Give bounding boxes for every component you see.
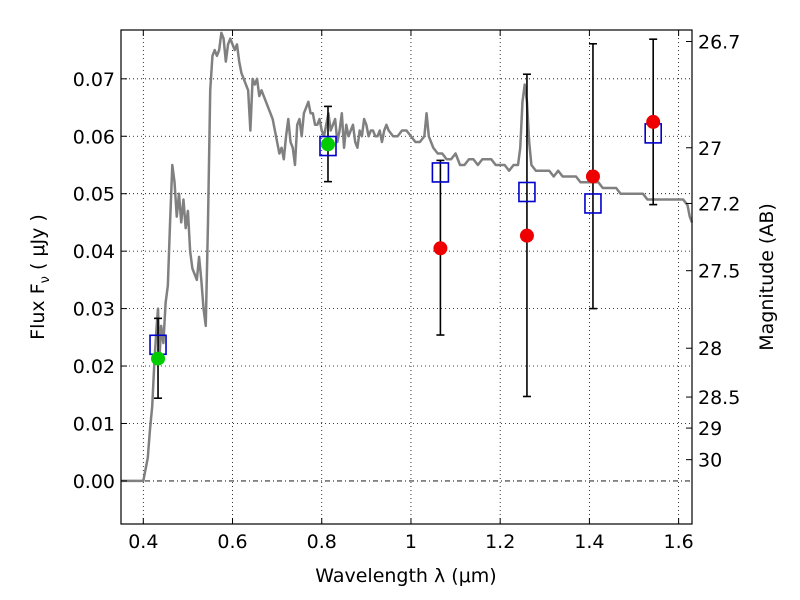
model-box-marker (319, 135, 337, 157)
detection-point (320, 137, 335, 152)
sed-spectrum-line (121, 31, 694, 483)
right-tick-label: 28.5 (698, 387, 740, 409)
sed-layer (121, 31, 694, 483)
model-box-marker (431, 162, 450, 183)
right-tick-label: 30 (698, 450, 722, 472)
y-tick-label: 0.03 (73, 299, 115, 321)
data-point-layer (151, 114, 661, 366)
right-axis-label: Magnitude (AB) (756, 203, 778, 351)
y-axis-label-subscript: ν (38, 276, 53, 283)
x-tick-label: 1.4 (574, 531, 604, 553)
x-tick-label: 0.4 (128, 531, 158, 553)
upper-limit-point (519, 228, 534, 243)
upper-limit-point (585, 169, 600, 184)
right-tick-label: 27.5 (698, 261, 740, 283)
y-axis-label-unit: ( μJy ) (27, 214, 49, 276)
plot-frame (120, 29, 693, 525)
right-tick-label: 29 (698, 418, 722, 440)
upper-limit-point (433, 241, 448, 256)
tick-layer: 0.4 0.6 0.8 1 1.2 1.4 1.6 0.00 0.01 0.02 0.03 0.04 0… (73, 30, 740, 553)
y-tick-label: 0.05 (73, 184, 115, 206)
axes-layer (120, 29, 693, 525)
right-tick-label: 27 (698, 138, 722, 160)
y-tick-label: 0.07 (73, 69, 115, 91)
x-tick-label: 1.6 (664, 531, 694, 553)
x-tick-label: 1.2 (485, 531, 515, 553)
y-tick-label: 0.01 (73, 413, 115, 435)
model-box-marker (584, 193, 602, 214)
x-tick-label: 0.8 (307, 531, 337, 553)
y-axis-label-main: Flux F (27, 283, 49, 339)
y-axis-label: Flux Fν ( μJy ) (27, 214, 53, 340)
x-tick-label: 0.6 (217, 531, 247, 553)
y-tick-label: 0.04 (73, 241, 115, 263)
right-tick-label: 26.7 (698, 31, 740, 53)
upper-limit-point (646, 114, 661, 129)
y-tick-label: 0.06 (73, 126, 115, 148)
model-box-marker (518, 181, 536, 203)
right-tick-label: 27.2 (698, 193, 740, 215)
right-tick-label: 28 (698, 338, 722, 360)
x-tick-label: 1 (405, 531, 417, 553)
x-axis-label: Wavelength λ (μm) (315, 565, 496, 587)
y-tick-label: 0.02 (73, 356, 115, 378)
detection-point (151, 351, 166, 366)
y-tick-label: 0.00 (73, 471, 115, 493)
